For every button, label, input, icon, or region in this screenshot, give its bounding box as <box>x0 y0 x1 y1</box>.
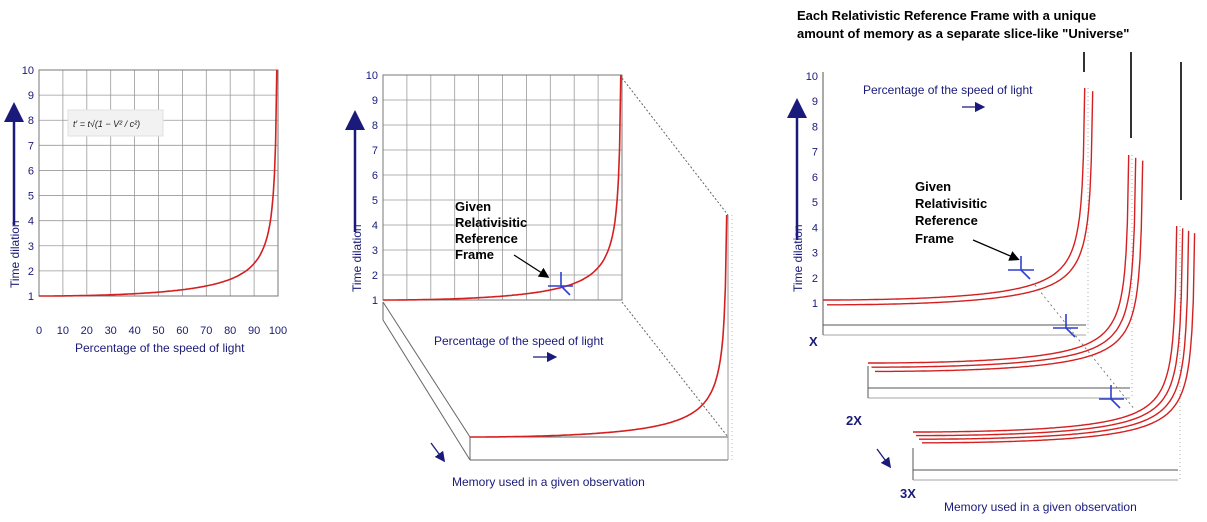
y-tick-label: 7 <box>28 140 34 152</box>
panel-1-grid <box>38 69 279 297</box>
formula-box <box>67 109 164 137</box>
panel-3-slices <box>822 87 1196 481</box>
y-tick-label: 8 <box>812 121 818 133</box>
formula: t′ = t√(1 − V² / c²) <box>73 119 140 129</box>
panel-2-reference-cross <box>548 272 573 296</box>
panel-1-x-ticks: 0 10 20 30 40 50 60 70 80 90 100 <box>36 325 287 337</box>
y-tick-label: 3 <box>812 248 818 260</box>
x-tick-label: 70 <box>200 325 212 337</box>
slice-curve <box>868 154 1130 364</box>
panel-3-depth-arrow <box>876 448 892 469</box>
slice-diagonal <box>1034 284 1136 411</box>
panel-1-x-label: Percentage of the speed of light <box>75 341 245 355</box>
y-tick-label: 9 <box>812 96 818 108</box>
x-tick-label: 40 <box>128 325 140 337</box>
slice-curve <box>922 233 1196 444</box>
panel-2-depth-label: Memory used in a given observation <box>452 475 645 489</box>
y-tick-label: 5 <box>28 191 34 203</box>
panel-2-grid <box>382 74 623 301</box>
panel-1-y-label: Time dilation <box>8 220 22 288</box>
panel-3-x-label: Percentage of the speed of light <box>863 83 1033 97</box>
panel-2-y-ticks: 1 2 3 4 5 6 7 8 9 10 <box>366 70 378 307</box>
panel-3-title-line-1: Each Relativistic Reference Frame with a… <box>797 8 1096 23</box>
slice-curve <box>913 225 1178 433</box>
y-tick-label: 1 <box>372 295 378 307</box>
slice-label-3x: 3X <box>900 486 916 501</box>
panel-3-reference-crosses <box>1008 256 1124 409</box>
panel-1-curve <box>39 69 278 297</box>
y-tick-label: 10 <box>366 70 378 82</box>
y-tick-label: 2 <box>372 270 378 282</box>
x-tick-label: 0 <box>36 325 42 337</box>
y-tick-label: 1 <box>812 298 818 310</box>
y-tick-label: 7 <box>372 145 378 157</box>
x-tick-label: 90 <box>248 325 260 337</box>
y-tick-label: 8 <box>28 115 34 127</box>
panel-3-annotation: Given Relativisitic Reference Frame <box>915 179 1020 261</box>
svg-text:Relativisitic: Relativisitic <box>455 215 527 230</box>
x-tick-label: 30 <box>105 325 117 337</box>
slice-label-2x: 2X <box>846 413 862 428</box>
x-tick-label: 20 <box>81 325 93 337</box>
y-tick-label: 5 <box>372 195 378 207</box>
y-tick-label: 8 <box>372 120 378 132</box>
panel-2-annotation: Given Relativisitic Reference Frame <box>455 199 550 278</box>
y-tick-label: 1 <box>28 291 34 303</box>
y-tick-label: 2 <box>812 273 818 285</box>
panel-3-y-label: Time dilation <box>791 224 805 292</box>
panel-2-back-curve <box>470 214 728 438</box>
y-tick-label: 3 <box>28 241 34 253</box>
slice-curve <box>871 157 1137 368</box>
y-tick-label: 6 <box>372 170 378 182</box>
x-tick-label: 60 <box>176 325 188 337</box>
y-tick-label: 10 <box>22 65 34 77</box>
y-tick-label: 4 <box>812 222 818 234</box>
panel-3-title-line-2: amount of memory as a separate slice-lik… <box>797 26 1129 41</box>
slice-curve <box>919 230 1190 440</box>
slice-curve <box>827 91 1094 306</box>
x-tick-label: 100 <box>269 325 287 337</box>
svg-text:Relativisitic: Relativisitic <box>915 196 987 211</box>
y-tick-label: 3 <box>372 245 378 257</box>
panel-1-y-ticks: 1 2 3 4 5 6 7 8 9 10 <box>22 65 34 303</box>
panel-3: Each Relativistic Reference Frame with a… <box>787 8 1196 514</box>
plot-frame <box>38 69 279 297</box>
panel-3-depth-label: Memory used in a given observation <box>944 500 1137 514</box>
y-tick-label: 4 <box>372 220 378 232</box>
svg-text:Reference: Reference <box>455 231 518 246</box>
slice-label-x: X <box>809 334 818 349</box>
panel-3-pointer-lines <box>1083 52 1182 200</box>
panel-3-y-ticks: 1 2 3 4 5 6 7 8 9 10 <box>806 71 818 310</box>
y-tick-label: 7 <box>812 147 818 159</box>
y-tick-label: 2 <box>28 266 34 278</box>
y-tick-label: 6 <box>812 172 818 184</box>
panel-2-depth-box <box>382 77 733 461</box>
panel-1: 0 10 20 30 40 50 60 70 80 90 100 1 2 3 4 5 6 7 8 9 10 Time … <box>4 65 287 355</box>
y-tick-label: 4 <box>28 216 34 228</box>
svg-text:Frame: Frame <box>455 247 494 262</box>
panel-2-x-label: Percentage of the speed of light <box>434 334 604 348</box>
y-tick-label: 9 <box>28 90 34 102</box>
x-tick-label: 10 <box>57 325 69 337</box>
svg-text:Given: Given <box>455 199 491 214</box>
y-tick-label: 10 <box>806 71 818 83</box>
y-tick-label: 5 <box>812 197 818 209</box>
panel-2-depth-arrow <box>430 442 446 463</box>
y-tick-label: 6 <box>28 165 34 177</box>
x-tick-label: 50 <box>152 325 164 337</box>
slice-curve <box>875 160 1144 373</box>
y-tick-label: 9 <box>372 95 378 107</box>
x-tick-label: 80 <box>224 325 236 337</box>
slice-curve <box>916 228 1184 437</box>
svg-text:Frame: Frame <box>915 231 954 246</box>
plot-frame <box>382 74 623 301</box>
slice-curve <box>823 87 1086 301</box>
svg-text:Given: Given <box>915 179 951 194</box>
panel-2: 1 2 3 4 5 6 7 8 9 10 Time dilation Percentage of … <box>345 70 733 489</box>
panel-2-y-label: Time dilation <box>350 224 364 292</box>
panel-2-curve <box>383 74 622 301</box>
svg-text:Reference: Reference <box>915 213 978 228</box>
